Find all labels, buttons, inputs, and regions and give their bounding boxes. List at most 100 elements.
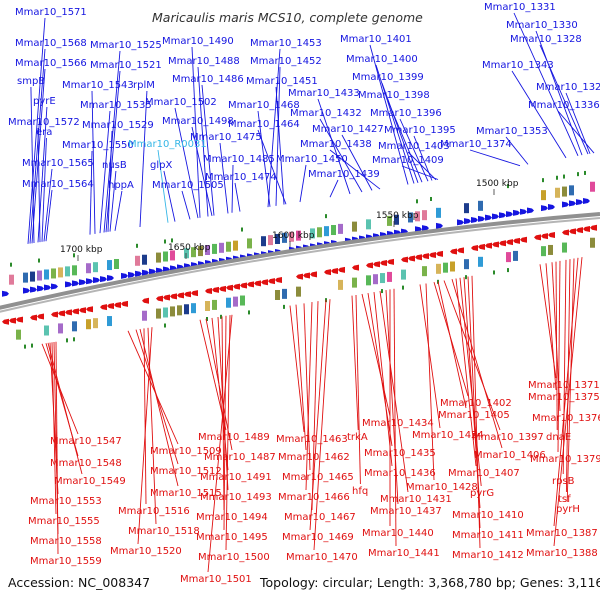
forward-gene-arrow (576, 199, 583, 206)
feature-tick (24, 344, 26, 349)
bottom-connector-line (313, 299, 331, 551)
bottom-gene-label: Mmar10_1405 (438, 410, 510, 421)
backbone-inner-arc (0, 217, 600, 313)
reverse-gene-arrow (254, 280, 261, 287)
forward-gene-arrow (562, 201, 569, 208)
forward-gene-arrow (44, 284, 51, 291)
bottom-connector-line (555, 261, 558, 431)
forward-gene-arrow (142, 269, 149, 276)
reverse-gene-arrow (261, 279, 268, 286)
feature-block (387, 271, 392, 282)
top-connector-line (91, 90, 96, 234)
feature-block (51, 268, 56, 279)
bottom-gene-label: Mmar10_1559 (30, 556, 102, 567)
top-gene-label: Mmar10_1331 (484, 2, 556, 13)
top-connector-line (399, 118, 429, 182)
feature-block (219, 242, 224, 253)
top-connector-line (369, 44, 409, 185)
forward-gene-arrow (93, 277, 100, 284)
position-labels: 1700 kbp 1650 kbp 1600 kbp 1550 kbp 1500 kbp (60, 179, 519, 255)
bottom-connector-line (147, 327, 157, 525)
reverse-gene-arrow (226, 284, 233, 291)
bottom-gene-label: Mmar10_1424 (412, 430, 484, 441)
reverse-gene-arrow (170, 293, 177, 300)
feature-block (156, 308, 161, 319)
feature-block (268, 235, 273, 246)
top-gene-label: Mmar10_1400 (346, 54, 418, 65)
top-gene-label: Mmar10_1330 (506, 20, 578, 31)
feature-block (436, 207, 441, 218)
top-gene-label: Mmar10_1529 (82, 120, 154, 131)
bottom-connector-line (361, 293, 391, 417)
top-connector-line (319, 118, 363, 193)
feature-block (373, 274, 378, 285)
top-connector-line (381, 82, 419, 183)
feature-block (107, 316, 112, 327)
bottom-gene-label: Mmar10_1548 (50, 458, 122, 469)
top-gene-label: Mmar10_1490 (162, 36, 234, 47)
feature-block (317, 227, 322, 238)
top-connector-line (99, 110, 111, 234)
feature-block (226, 297, 231, 308)
bottom-gene-label: Mmar10_1371 (528, 380, 600, 391)
top-connector-line (29, 48, 46, 244)
feature-block (450, 261, 455, 272)
bottom-gene-label: Mmar10_1467 (284, 512, 356, 523)
feature-block (16, 329, 21, 340)
bottom-connector-line (425, 283, 435, 481)
forward-gene-arrow (527, 207, 534, 214)
reverse-gene-arrow (310, 271, 317, 278)
bottom-gene-label: Mmar10_1462 (278, 452, 350, 463)
bottom-gene-label: Mmar10_1500 (198, 552, 270, 563)
feature-block (205, 244, 210, 255)
bottom-gene-label: Mmar10_1440 (362, 528, 434, 539)
forward-gene-arrow (121, 272, 128, 279)
top-connector-line (191, 46, 201, 218)
bottom-connector-line (139, 328, 179, 487)
forward-gene-arrow (492, 213, 499, 220)
bottom-gene-label: Mmar10_1375 (528, 392, 600, 403)
feature-block (93, 318, 98, 329)
feature-block (86, 319, 91, 330)
reverse-gene-arrow (296, 273, 303, 280)
feature-block (114, 258, 119, 269)
feature-block (233, 296, 238, 307)
top-gene-label: rplM (133, 80, 155, 91)
feature-block (478, 200, 483, 211)
reverse-gene-arrow (541, 233, 548, 240)
top-gene-label: Mmar10_R0031 (128, 139, 207, 150)
feature-block (282, 232, 287, 243)
reverse-gene-arrow (548, 231, 555, 238)
feature-block (142, 310, 147, 321)
top-connector-line (257, 129, 287, 205)
bottom-gene-label: Mmar10_1435 (364, 448, 436, 459)
reverse-gene-arrow (415, 254, 422, 261)
feature-block (212, 299, 217, 310)
bottom-gene-label: Mmar10_1463 (276, 434, 348, 445)
top-gene-label: Mmar10_1543 (62, 80, 134, 91)
feature-block (205, 300, 210, 311)
feature-block (191, 247, 196, 258)
top-connector-line (234, 182, 241, 212)
bottom-gene-label: Mmar10_1441 (368, 548, 440, 559)
feature-tick (248, 310, 250, 315)
feature-block (282, 288, 287, 299)
reverse-gene-arrow (478, 243, 485, 250)
reverse-gene-arrow (163, 294, 170, 301)
top-gene-label: Mmar10_1329 (536, 82, 600, 93)
top-connector-line (341, 134, 373, 191)
feature-block (541, 246, 546, 257)
feature-block (436, 263, 441, 274)
bottom-gene-label: Mmar10_1512 (150, 466, 222, 477)
top-gene-label: Mmar10_1395 (384, 125, 456, 136)
reverse-gene-arrow (534, 234, 541, 241)
top-gene-label: Mmar10_1486 (172, 74, 244, 85)
forward-gene-arrow (86, 278, 93, 285)
bottom-connector-line (51, 342, 57, 515)
feature-tick (563, 174, 565, 179)
feature-block (30, 271, 35, 282)
feature-block (107, 260, 112, 271)
bottom-gene-label: Mmar10_1469 (282, 532, 354, 543)
reverse-gene-arrow (268, 278, 275, 285)
